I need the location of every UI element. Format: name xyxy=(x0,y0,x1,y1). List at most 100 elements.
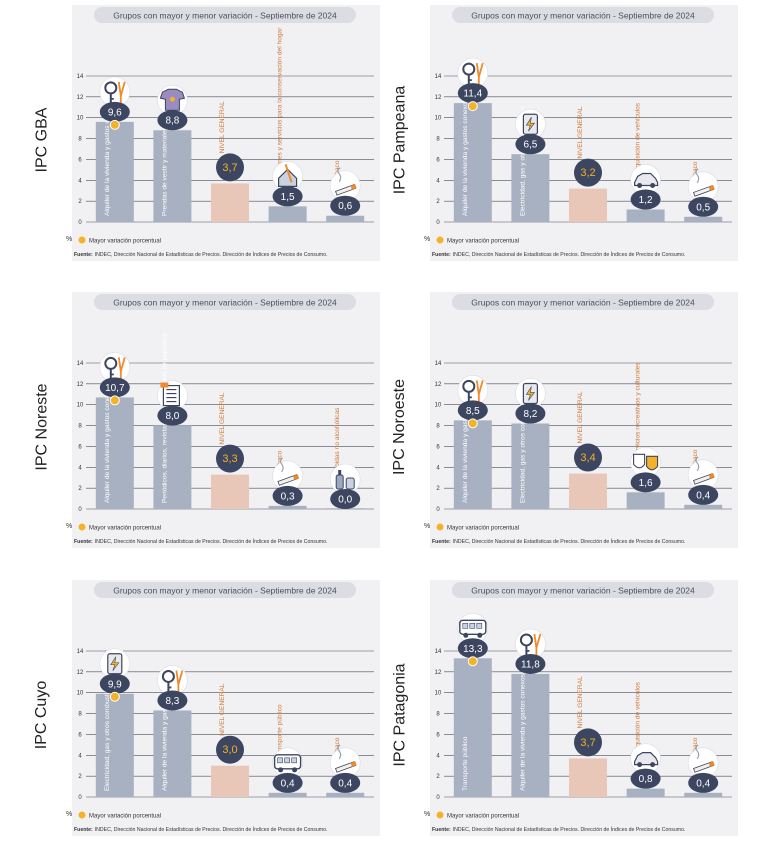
category-label: NIVEL GENERAL xyxy=(577,106,584,158)
value-bubble xyxy=(515,134,546,155)
value-bubble xyxy=(157,110,188,131)
category-label: NIVEL GENERAL xyxy=(577,391,584,443)
y-tick-label: 12 xyxy=(77,670,84,676)
bar xyxy=(153,710,192,797)
cigarette-icon xyxy=(687,744,719,779)
y-tick-label: 10 xyxy=(77,403,84,409)
data-label: 8,8 xyxy=(165,116,179,127)
value-bubble xyxy=(330,489,361,509)
bar-chart: Grupos con mayor y menor variación - Sep… xyxy=(424,5,738,261)
source-text: INDEC, Dirección Nacional de Estadística… xyxy=(95,538,328,545)
highlight-marker xyxy=(467,101,478,112)
bar xyxy=(626,492,665,509)
highlight-marker xyxy=(109,395,120,406)
electricity-icon xyxy=(515,108,546,140)
bar xyxy=(511,423,550,509)
region-chart-4: IPC Cuyo Grupos con mayor y menor variaci… xyxy=(20,580,380,836)
bus-icon xyxy=(457,612,489,644)
value-bubble xyxy=(630,189,661,210)
value-bubble xyxy=(272,485,303,506)
value-bubble xyxy=(157,690,188,711)
y-tick-label: 14 xyxy=(435,361,442,367)
y-tick-label: 8 xyxy=(78,424,82,430)
data-label: 8,2 xyxy=(523,409,537,420)
bar xyxy=(326,215,365,222)
category-label: Alquiler de la vivienda y gastos conexos xyxy=(462,385,469,503)
bottle-icon xyxy=(329,463,361,495)
chart-title: Grupos con mayor y menor variación - Sep… xyxy=(471,298,695,308)
bar xyxy=(211,183,249,222)
category-label: NIVEL GENERAL xyxy=(219,392,226,444)
value-bubble xyxy=(216,735,244,764)
legend-label: Mayor variación porcentual xyxy=(447,814,519,820)
legend-marker xyxy=(436,236,444,244)
data-label: 1,5 xyxy=(281,192,295,203)
legend-marker xyxy=(436,523,444,531)
bar xyxy=(626,788,665,797)
bar xyxy=(95,397,134,509)
y-tick-label: 4 xyxy=(78,753,82,759)
y-tick-label: 2 xyxy=(436,486,440,492)
source-text: INDEC, Dirección Nacional de Estadística… xyxy=(453,826,686,833)
title-pill xyxy=(94,582,356,598)
region-chart-1: IPC Pampeana Grupos con mayor y menor var… xyxy=(378,5,738,261)
y-tick-label: 14 xyxy=(435,649,442,655)
y-tick-label: 8 xyxy=(436,137,440,143)
category-label: Alquiler de la vivienda y gastos conexos xyxy=(104,385,111,503)
region-chart-3: IPC Noroeste Grupos con mayor y menor var… xyxy=(378,292,738,548)
source-text: INDEC, Dirección Nacional de Estadística… xyxy=(95,826,328,833)
legend-marker xyxy=(78,811,86,819)
y-tick-label: 0 xyxy=(78,220,82,226)
value-bubble xyxy=(630,472,661,493)
y-tick-label: 12 xyxy=(435,95,442,101)
category-label: Bebidas no alcohólicas xyxy=(334,407,341,475)
value-bubble xyxy=(99,673,130,694)
source-prefix: Fuente: xyxy=(432,252,451,258)
category-label: Adquisición de vehículos xyxy=(635,681,642,754)
legend-label: Mayor variación porcentual xyxy=(447,526,519,532)
data-label: 9,6 xyxy=(108,107,122,118)
value-bubble xyxy=(457,638,488,659)
value-bubble xyxy=(272,772,303,793)
value-bubble xyxy=(99,377,130,398)
data-label: 0,4 xyxy=(281,778,295,789)
y-tick-label: 8 xyxy=(436,424,440,430)
y-tick-label: 8 xyxy=(436,712,440,718)
value-bubble xyxy=(216,444,244,473)
bar xyxy=(684,216,723,222)
y-unit: % xyxy=(424,236,430,243)
house-key-icon xyxy=(515,628,546,660)
source-prefix: Fuente: xyxy=(74,539,93,545)
value-bubble xyxy=(330,772,361,793)
y-unit: % xyxy=(424,811,430,818)
y-tick-label: 6 xyxy=(78,444,82,450)
y-tick-label: 4 xyxy=(436,178,440,184)
category-label: Electricidad, gas y otros combustibles xyxy=(519,105,526,216)
y-tick-label: 6 xyxy=(78,732,82,738)
y-tick-label: 4 xyxy=(436,753,440,759)
source-text: INDEC, Dirección Nacional de Estadística… xyxy=(453,538,686,545)
region-chart-5: IPC Patagonia Grupos con mayor y menor va… xyxy=(378,580,738,836)
bar xyxy=(268,505,307,509)
cigarette-icon xyxy=(329,167,361,202)
y-tick-label: 14 xyxy=(77,649,84,655)
bar-chart: Grupos con mayor y menor variación - Sep… xyxy=(66,580,380,836)
title-pill xyxy=(94,7,356,23)
legend-marker xyxy=(78,523,86,531)
y-tick-label: 6 xyxy=(78,157,82,163)
bar xyxy=(153,425,192,509)
source-prefix: Fuente: xyxy=(74,252,93,258)
cigarette-icon xyxy=(329,744,361,779)
source-prefix: Fuente: xyxy=(432,539,451,545)
chart-title: Grupos con mayor y menor variación - Sep… xyxy=(113,298,337,308)
data-label: 3,7 xyxy=(580,737,595,749)
y-tick-label: 6 xyxy=(436,732,440,738)
car-icon xyxy=(630,164,661,195)
data-label: 0,6 xyxy=(338,201,352,212)
chart-title: Grupos con mayor y menor variación - Sep… xyxy=(471,586,695,596)
y-tick-label: 14 xyxy=(435,74,442,80)
chart-title: Grupos con mayor y menor variación - Sep… xyxy=(113,11,337,21)
value-bubble xyxy=(330,195,361,216)
data-label: 8,0 xyxy=(165,411,179,422)
highlight-marker xyxy=(467,418,478,429)
